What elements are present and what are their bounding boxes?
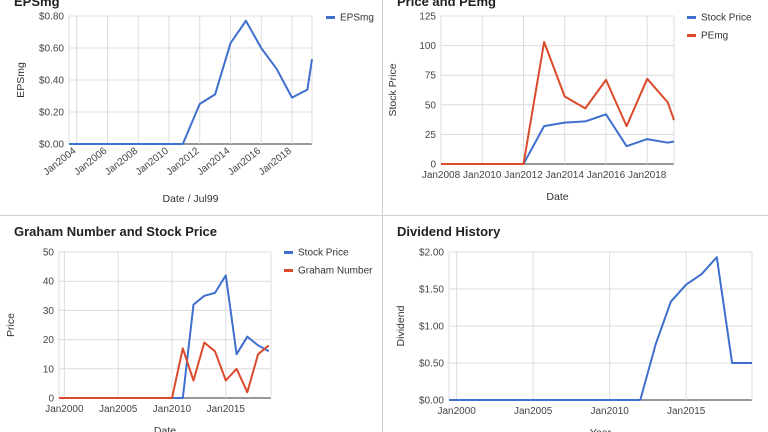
y-tick-label: 100 (419, 41, 436, 52)
x-tick-label: Jan2010 (590, 406, 629, 417)
y-tick-label: 30 (43, 306, 55, 317)
chart-svg: $0.00$0.20$0.40$0.60$0.80Jan2004Jan2006J… (15, 12, 374, 206)
y-tick-label: $0.60 (39, 44, 64, 55)
chart-svg: $0.00 $0.50 $1.00 $1.50 $2.00 Jan2000 Jan2005 J… (395, 248, 753, 432)
y-tick-label: 0 (430, 160, 436, 171)
series-line-1 (441, 41, 675, 165)
x-tick-label: Jan2015 (667, 406, 706, 417)
x-tick-label: Jan2006 (72, 145, 109, 178)
chart-panel-dividend-history: Dividend History $0.00 $0.50 $1.00 $1.50 $2.… (383, 216, 768, 432)
y-axis-title: Stock Price (387, 63, 399, 116)
chart-panel-epsmg: EPSmg $0.00 $0.20 $0.40 $0.60 $0.80 Jan2004 Ja… (0, 0, 382, 215)
legend-swatch-1 (687, 34, 696, 37)
legend-label-0: Stock Price (701, 13, 752, 24)
x-tick-label: Jan2008 (422, 170, 461, 181)
y-tick-label: 50 (43, 248, 55, 259)
x-axis-title: Date (154, 425, 176, 432)
y-tick-label: 10 (43, 364, 55, 375)
series-line-0 (441, 113, 675, 165)
y-tick-label: $0.00 (419, 396, 444, 407)
legend-label-0: Stock Price (298, 248, 349, 259)
series-line-0 (59, 274, 270, 399)
x-tick-label: Jan2015 (207, 404, 246, 415)
chart-svg: 0 10 20 30 40 50 Jan2000 Jan2005 Jan2010 Jan2015 D… (5, 248, 373, 432)
x-axis-title: Date / Jul99 (162, 193, 218, 205)
series-line-0 (69, 19, 313, 145)
series-line-0 (449, 256, 752, 401)
y-tick-label: 50 (425, 100, 437, 111)
x-tick-label: Jan2014 (195, 145, 232, 178)
y-tick-label: $0.80 (39, 12, 64, 23)
y-tick-label: 20 (43, 335, 55, 346)
x-tick-label: Jan2000 (437, 406, 476, 417)
legend-label-0: EPSmg (340, 13, 374, 24)
y-tick-label: $0.50 (419, 359, 444, 370)
y-tick-label: $0.00 (39, 140, 64, 151)
x-tick-label: Jan2005 (514, 406, 553, 417)
chart-title: Dividend History (397, 224, 501, 239)
y-tick-label: $1.50 (419, 285, 444, 296)
legend-swatch-0 (687, 16, 696, 19)
y-tick-label: 75 (425, 71, 437, 82)
chart-panel-graham-number: Graham Number and Stock Price 0 10 20 30 40 5… (0, 216, 382, 432)
x-tick-label: Jan2010 (153, 404, 192, 415)
y-tick-label: $0.40 (39, 76, 64, 87)
x-tick-label: Jan2012 (165, 145, 202, 178)
chart-title: Price and PEmg (397, 0, 496, 9)
chart-title: Graham Number and Stock Price (14, 224, 218, 239)
y-tick-label: $1.00 (419, 322, 444, 333)
y-axis-title: EPSmg (15, 62, 27, 98)
legend-swatch-0 (284, 251, 293, 254)
vertical-divider (382, 0, 383, 432)
x-tick-label: Jan2000 (45, 404, 84, 415)
x-tick-label: Jan2018 (628, 170, 667, 181)
x-tick-label: Jan2010 (134, 145, 171, 178)
x-axis-title: Year (590, 427, 612, 432)
legend-swatch-0 (326, 16, 335, 19)
chart-title: EPSmg (14, 0, 60, 9)
horizontal-divider (0, 215, 768, 216)
x-tick-label: Jan2008 (103, 145, 140, 178)
x-tick-label: Jan2014 (546, 170, 585, 181)
legend-label-1: PEmg (701, 31, 728, 42)
x-tick-label: Jan2010 (463, 170, 502, 181)
series-line-1 (59, 341, 270, 399)
y-tick-label: 40 (43, 277, 55, 288)
y-axis-title: Price (5, 313, 17, 337)
x-tick-label: Jan2005 (99, 404, 138, 415)
legend-label-1: Graham Number (298, 266, 373, 277)
x-tick-label: Jan2016 (226, 145, 263, 178)
x-tick-label: Jan2016 (587, 170, 626, 181)
x-tick-label: Jan2012 (504, 170, 543, 181)
y-tick-label: 25 (425, 130, 437, 141)
x-tick-label: Jan2018 (257, 145, 294, 178)
y-tick-label: 125 (419, 12, 436, 23)
y-tick-label: 0 (48, 394, 54, 405)
legend-swatch-1 (284, 269, 293, 272)
chart-panel-price-pemg: Price and PEmg 0 25 50 75 100 125 Jan2008 Jan20… (383, 0, 768, 215)
x-axis-title: Date (546, 191, 568, 203)
y-tick-label: $2.00 (419, 248, 444, 259)
y-axis-title: Dividend (395, 305, 407, 346)
y-tick-label: $0.20 (39, 108, 64, 119)
